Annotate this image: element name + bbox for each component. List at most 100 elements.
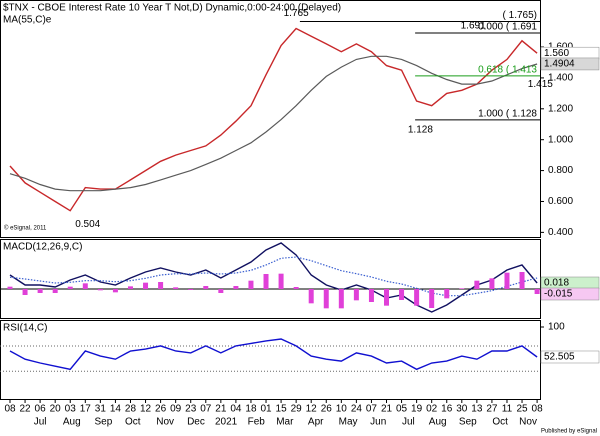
histogram-bar [112,289,118,293]
annotation: 1.691 [461,21,486,32]
x-tick-label: 16 [441,404,453,415]
x-tick-label: 27 [486,404,498,415]
x-tick-label: 31 [95,404,107,415]
histogram-bar [248,280,254,289]
x-tick-label: 08 [532,404,544,415]
level-label: 0.000 ( 1.691 [478,22,537,33]
x-tick-label: 10 [336,404,348,415]
x-month-label: Feb [248,417,266,428]
y-tick-label: 1.000 [548,134,573,145]
annotation: 0.504 [75,219,100,230]
x-tick-label: 14 [110,404,122,415]
x-month-label: Sep [459,417,477,428]
last-value-label: 1.4904 [544,59,575,70]
series-line [9,242,538,313]
x-tick-label: 23 [185,404,197,415]
histogram-bar [233,286,239,289]
panel-title: RSI(14,C) [3,323,47,334]
price-panel [0,0,541,238]
chart-title: $TNX - CBOE Interest Rate 10 Year T Not,… [3,3,341,14]
x-tick-label: 07 [200,404,212,415]
histogram-bar [368,289,374,302]
macd-panel [0,239,541,319]
histogram-bar [474,280,480,289]
series-line [9,338,538,371]
histogram-bar [158,282,164,289]
x-tick-label: 19 [411,404,423,415]
x-tick-label: 29 [291,404,303,415]
annotation: 1.128 [408,125,433,136]
x-month-label: Jun [370,417,386,428]
x-month-label: Nov [156,417,174,428]
x-month-label: 2021 [215,417,238,428]
panel-title: MACD(12,26,9,C) [3,242,82,253]
x-month-label: Sep [94,417,112,428]
x-month-label: Mar [276,417,294,428]
histogram-bar [429,289,435,308]
histogram-bar [534,289,540,294]
x-tick-label: 03 [65,404,77,415]
histogram-bar [414,289,420,306]
x-tick-label: 21 [215,404,227,415]
x-tick-label: 15 [276,404,288,415]
last-value-label: -0.015 [544,289,573,300]
y-tick-label: 1.400 [548,73,573,84]
histogram-bar [519,272,525,289]
y-tick-label: 0.600 [548,196,573,207]
histogram-bar [399,289,405,300]
x-month-label: Jul [402,417,415,428]
y-tick-label: 0.800 [548,165,573,176]
x-tick-label: 26 [321,404,333,415]
x-month-label: Jul [34,417,47,428]
histogram-bar [188,289,194,290]
footer: Published by eSignal [541,429,597,435]
histogram-bar [127,286,133,289]
histogram-bar [444,289,450,299]
histogram-bar [263,274,269,289]
histogram-bar [52,289,58,293]
histogram-bar [173,287,179,289]
y-tick-label: 1.200 [548,103,573,114]
last-value-box [540,57,600,71]
histogram-bar [459,288,465,289]
x-month-label: Oct [492,417,508,428]
histogram-bar [504,272,510,289]
histogram-bar [489,278,495,289]
x-tick-label: 12 [140,404,152,415]
histogram-bar [37,289,43,293]
series-line [9,27,538,212]
histogram-bar [218,289,224,293]
x-tick-label: 25 [516,404,528,415]
x-tick-label: 18 [245,404,257,415]
x-tick-label: 24 [351,404,363,415]
x-tick-label: 22 [19,404,31,415]
x-tick-label: 20 [50,404,62,415]
x-tick-label: 01 [260,404,272,415]
x-month-label: Aug [429,417,447,428]
histogram-bar [7,286,13,289]
series-line [9,55,538,192]
x-tick-label: 30 [456,404,468,415]
x-tick-label: 06 [35,404,47,415]
x-tick-label: 13 [471,404,483,415]
rsi-panel [0,320,541,400]
x-month-label: Dec [187,417,205,428]
histogram-bar [203,286,209,289]
x-tick-label: 21 [381,404,393,415]
histogram-bar [278,273,284,289]
histogram-bar [308,289,314,304]
histogram-bar [293,287,299,289]
y-tick-label: 0.400 [548,227,573,238]
histogram-bar [384,289,389,306]
histogram-bar [97,289,103,291]
last-value-label: 52.505 [544,352,575,363]
credit: © eSignal, 2011 [4,225,47,232]
legend-entry: MA(55,C)e [3,15,52,26]
x-tick-label: 08 [4,404,16,415]
x-tick-label: 11 [502,404,513,415]
histogram-bar [143,282,149,289]
x-tick-label: 17 [80,404,92,415]
annotation: 1.415 [528,79,553,90]
histogram-bar [22,289,28,295]
histogram-bar [353,289,359,301]
